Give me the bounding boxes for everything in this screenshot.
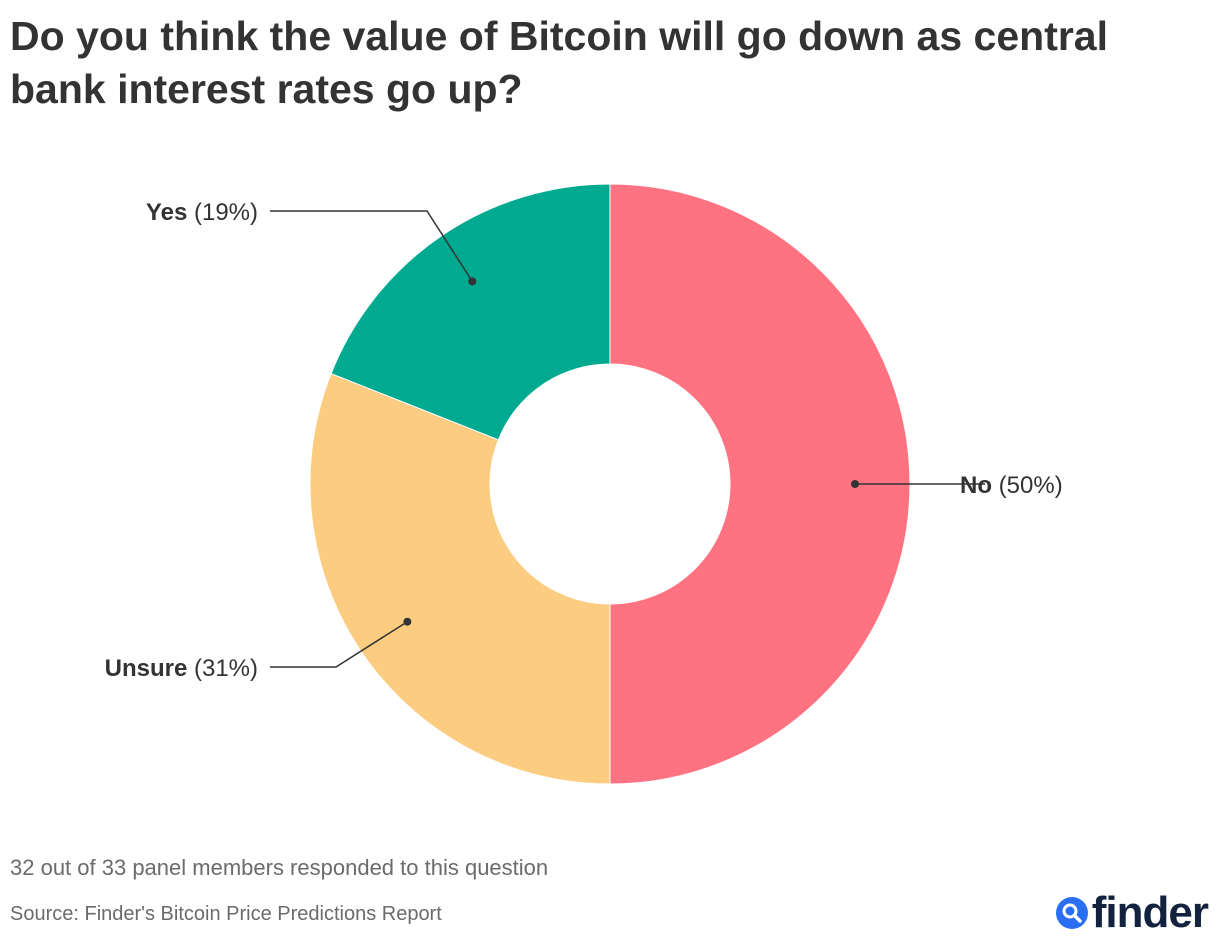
finder-logo: finder xyxy=(1055,888,1209,938)
slice-no xyxy=(609,183,911,785)
slice-label-yes: Yes (19%) xyxy=(146,199,258,226)
chart-title: Do you think the value of Bitcoin will g… xyxy=(10,13,1108,112)
slice-category: Unsure xyxy=(105,655,188,682)
slice-percent: (19%) xyxy=(187,199,258,226)
slice-label-no: No (50%) xyxy=(960,472,1063,499)
slice-category: No xyxy=(960,472,992,499)
slice-label-unsure: Unsure (31%) xyxy=(105,655,258,682)
slice-unsure xyxy=(309,372,611,785)
source-note: Source: Finder's Bitcoin Price Predictio… xyxy=(10,903,442,925)
labels-group: No (50%) Unsure (31%) Yes (19%) xyxy=(105,199,1063,682)
slice-percent: (31%) xyxy=(187,655,258,682)
leader-line-yes xyxy=(270,210,473,282)
slice-category: Yes xyxy=(146,199,187,226)
logo-text: finder xyxy=(1091,888,1209,937)
response-note: 32 out of 33 panel members responded to … xyxy=(10,855,549,880)
leaders-group xyxy=(270,210,985,668)
leader-line-unsure xyxy=(270,621,408,668)
search-icon xyxy=(1055,897,1088,929)
slice-percent: (50%) xyxy=(992,472,1063,499)
slices-group xyxy=(309,183,911,785)
slice-yes xyxy=(330,183,611,441)
